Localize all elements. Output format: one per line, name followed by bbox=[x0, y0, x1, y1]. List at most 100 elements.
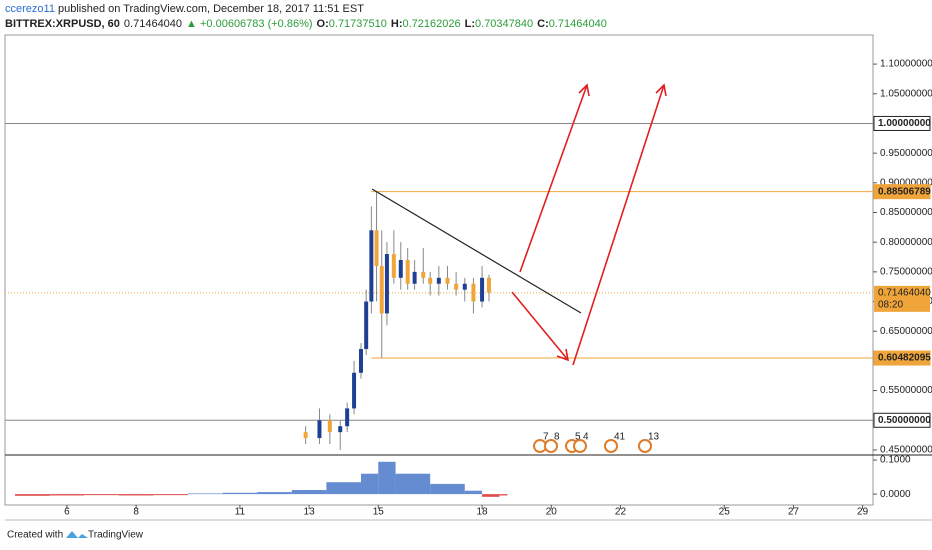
candle-body bbox=[391, 254, 396, 278]
o-value: 0.71737510 bbox=[329, 18, 387, 30]
candle-body bbox=[358, 349, 363, 373]
y-tick-label: 0.55000000 bbox=[880, 385, 932, 396]
candle-body bbox=[384, 254, 389, 314]
event-label: 13 bbox=[648, 432, 660, 443]
current-price-box bbox=[874, 285, 930, 312]
x-tick-label: 25 bbox=[719, 507, 731, 518]
candle-body bbox=[412, 271, 417, 284]
event-label: 41 bbox=[614, 432, 626, 443]
o-label: O: bbox=[317, 18, 329, 30]
event-label: 5 bbox=[575, 432, 581, 443]
y-tick-label: 0.95000000 bbox=[880, 148, 932, 159]
candle-body bbox=[317, 420, 322, 439]
level-label: 1.00000000 bbox=[878, 118, 931, 129]
published: published on TradingView.com, December 1… bbox=[55, 3, 364, 15]
indicator-bar bbox=[499, 494, 508, 496]
candle-body bbox=[436, 277, 441, 284]
symbol: BITTREX:XRPUSD, 60 bbox=[5, 18, 120, 30]
change: ▲ +0.00606783 (+0.86%) bbox=[186, 18, 312, 30]
x-tick-label: 22 bbox=[615, 507, 627, 518]
arrow bbox=[511, 291, 569, 361]
level-label: 0.60482095 bbox=[878, 353, 931, 364]
candle-body bbox=[421, 271, 426, 278]
x-tick-label: 6 bbox=[64, 507, 70, 518]
y-tick-label: 1.10000000 bbox=[880, 59, 932, 70]
indicator-bar bbox=[360, 473, 379, 495]
candle-body bbox=[471, 283, 476, 302]
indicator-tick-label: 0.1000 bbox=[880, 455, 911, 466]
indicator-tick-label: 0.0000 bbox=[880, 489, 911, 500]
indicator-bar bbox=[257, 492, 292, 495]
indicator-bar bbox=[291, 490, 327, 495]
event-icon bbox=[573, 439, 587, 453]
candle-body bbox=[369, 230, 374, 302]
footer: Created with bbox=[7, 530, 63, 541]
candle-body bbox=[445, 277, 450, 284]
level-label-box bbox=[873, 412, 931, 428]
indicator-bar bbox=[378, 461, 396, 495]
x-tick-label: 18 bbox=[477, 507, 489, 518]
candle-body bbox=[364, 301, 369, 350]
c-label: C: bbox=[537, 18, 549, 30]
candle-body bbox=[338, 426, 343, 433]
arrows bbox=[511, 83, 667, 366]
x-tick-label: 13 bbox=[304, 507, 316, 518]
arrow-head bbox=[655, 83, 667, 97]
candle-body bbox=[454, 283, 459, 290]
brand[interactable]: TradingView bbox=[88, 530, 144, 541]
c-value: 0.71464040 bbox=[549, 18, 607, 30]
indicator-bar bbox=[482, 494, 500, 497]
header-line-1: ccerezo11 published on TradingView.com, … bbox=[5, 3, 364, 15]
candle-body bbox=[303, 432, 308, 439]
x-tick-label: 11 bbox=[235, 507, 246, 518]
y-tick-label: 0.85000000 bbox=[880, 207, 932, 218]
level-label: 0.88506789 bbox=[878, 186, 931, 197]
level-label-box bbox=[873, 115, 931, 131]
countdown: 08:20 bbox=[878, 299, 903, 310]
x-tick-label: 29 bbox=[857, 507, 869, 518]
l-label: L: bbox=[465, 18, 475, 30]
arrow-head bbox=[578, 83, 590, 97]
frame bbox=[4, 34, 874, 506]
candle-body bbox=[379, 265, 384, 314]
header-line-2: BITTREX:XRPUSD, 60 0.71464040 ▲ +0.0060678… bbox=[5, 18, 607, 30]
y-tick-label: 0.75000000 bbox=[880, 267, 932, 278]
x-tick-label: 27 bbox=[788, 507, 800, 518]
event-label: 7 bbox=[543, 432, 549, 443]
indicator-bar bbox=[395, 473, 431, 495]
indicator-bar bbox=[118, 494, 154, 496]
current-price-label: 0.71464040 bbox=[878, 287, 931, 298]
candle-body bbox=[462, 283, 467, 290]
y-tick-label: 1.05000000 bbox=[880, 88, 932, 99]
candle-body bbox=[352, 372, 357, 409]
x-tick-label: 15 bbox=[373, 507, 385, 518]
event-icon bbox=[638, 439, 652, 453]
trend-line bbox=[371, 188, 582, 314]
candle-body bbox=[374, 230, 379, 266]
x-tick-label: 8 bbox=[133, 507, 139, 518]
level-label-box bbox=[873, 184, 931, 200]
h-value: 0.72162026 bbox=[403, 18, 461, 30]
indicator-bar bbox=[84, 494, 119, 496]
plot-area: 1.10000000 1.05000000 0.95000000 0.90000000… bbox=[4, 34, 932, 521]
event-icon bbox=[544, 439, 558, 453]
event-icon bbox=[604, 439, 618, 453]
indicator-bar bbox=[49, 494, 85, 496]
last: 0.71464040 bbox=[124, 18, 182, 30]
author[interactable]: ccerezo11 bbox=[5, 3, 55, 15]
indicator-bar bbox=[464, 490, 483, 495]
candle-body bbox=[327, 420, 332, 433]
candle-body bbox=[345, 408, 350, 427]
h-label: H: bbox=[391, 18, 403, 30]
indicator-bar bbox=[222, 492, 258, 495]
level-label-box bbox=[873, 350, 931, 366]
x-tick-label: 20 bbox=[546, 507, 558, 518]
indicator-bar bbox=[188, 493, 223, 495]
event-label: 8 bbox=[554, 432, 560, 443]
candle-body bbox=[398, 259, 403, 278]
candle-body bbox=[486, 277, 491, 293]
y-tick-label: 0.80000000 bbox=[880, 237, 932, 248]
brand-logo bbox=[66, 531, 88, 538]
indicator-bar bbox=[430, 483, 465, 495]
